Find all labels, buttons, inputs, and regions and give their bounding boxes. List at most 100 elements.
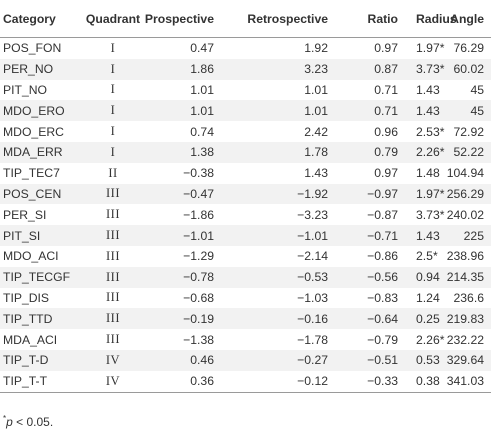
cell-radius: 2.26* — [416, 332, 445, 347]
cell-retrospective: −1.01 — [238, 225, 354, 246]
cell-ratio: 0.71 — [354, 100, 406, 122]
table-row: TIP_T-D IV 0.46 −0.27 −0.51 0.53 329.64 — [0, 349, 491, 371]
cell-prospective: 0.36 — [144, 370, 238, 393]
cell-prospective: 0.74 — [190, 124, 214, 139]
cell-category: PER_SI — [3, 207, 47, 222]
header-prospective: Prospective — [144, 5, 238, 38]
cell-retrospective: −1.78 — [297, 332, 328, 347]
cell-angle: 232.22 — [446, 332, 484, 347]
table-row: TIP_DIS III −0.68 −1.03 −0.83 1.24 236.6 — [0, 288, 491, 309]
header-category: Category — [0, 5, 82, 38]
cell-radius: 1.97* — [416, 41, 445, 56]
header-ratio: Ratio — [354, 5, 406, 38]
cell-retrospective: −1.03 — [297, 290, 328, 305]
cell-ratio: 0.79 — [354, 141, 406, 163]
cell-category: TIP_T-D — [0, 349, 82, 371]
cell-ratio: −0.86 — [367, 249, 398, 264]
cell-angle: 72.92 — [453, 124, 485, 139]
header-angle: Angle — [446, 5, 491, 38]
cell-angle: 329.64 — [446, 349, 491, 371]
cell-angle: 219.83 — [446, 308, 491, 330]
cell-prospective: −0.78 — [144, 266, 238, 288]
cell-quadrant: III — [82, 308, 144, 330]
footnote-variable: p — [6, 415, 13, 429]
cell-retrospective: 3.23 — [238, 58, 354, 80]
cell-quadrant: I — [82, 141, 144, 163]
cell-prospective: −0.47 — [144, 183, 238, 205]
cell-prospective: −1.86 — [183, 207, 214, 222]
cell-ratio: −0.51 — [354, 349, 406, 371]
cell-category: MDA_ERR — [0, 141, 82, 163]
table-row: TIP_TEC7 II −0.38 1.43 0.97 1.48 104.94 — [0, 163, 491, 184]
cell-prospective: −1.29 — [183, 249, 214, 264]
cell-retrospective: −3.23 — [297, 207, 328, 222]
cell-angle: 45 — [446, 100, 491, 122]
cell-prospective: −1.01 — [144, 225, 238, 246]
cell-angle: 104.94 — [446, 166, 484, 181]
cell-prospective: 0.46 — [144, 349, 238, 371]
cell-ratio: −0.33 — [354, 370, 406, 393]
table-row: TIP_TECGF III −0.78 −0.53 −0.56 0.94 214.35 — [0, 266, 491, 288]
cell-radius: 1.24 — [416, 290, 440, 305]
cell-ratio: −0.64 — [354, 308, 406, 330]
cell-quadrant: III — [82, 183, 144, 205]
table-row: PIT_NO I 1.01 1.01 0.71 1.43 45 — [0, 80, 491, 101]
cell-retrospective: −0.53 — [238, 266, 354, 288]
cell-radius: 1.48 — [416, 166, 440, 181]
cell-angle: 45 — [470, 82, 484, 97]
cell-quadrant: III — [106, 207, 120, 222]
cell-angle: 236.6 — [453, 290, 485, 305]
cell-ratio: −0.71 — [354, 225, 406, 246]
footnote: *p < 0.05. — [3, 414, 53, 429]
table-body: POS_FON I 0.47 1.92 0.97 1.97* 76.29 PER_NO I 1.8… — [0, 38, 491, 393]
cell-radius: 3.73* — [416, 207, 445, 222]
cell-ratio: −0.56 — [354, 266, 406, 288]
cell-category: TIP_DIS — [3, 290, 50, 305]
footnote-condition: < 0.05. — [12, 415, 54, 429]
cell-radius: 2.5* — [416, 249, 438, 264]
cell-prospective: −0.19 — [144, 308, 238, 330]
cell-radius: 3.73* — [406, 58, 446, 80]
cell-quadrant: IV — [82, 370, 144, 393]
cell-quadrant: III — [82, 266, 144, 288]
header-radius: Radius — [406, 5, 457, 38]
cell-retrospective: −0.12 — [238, 370, 354, 393]
cell-angle: 225 — [446, 225, 491, 246]
cell-ratio: 0.96 — [374, 124, 398, 139]
cell-prospective: −0.68 — [183, 290, 214, 305]
cell-retrospective: 1.01 — [238, 100, 354, 122]
cell-radius: 1.43 — [416, 82, 440, 97]
cell-radius: 0.38 — [406, 370, 446, 393]
table-row: PER_SI III −1.86 −3.23 −0.87 3.73* 240.02 — [0, 204, 491, 225]
cell-quadrant: I — [110, 82, 116, 97]
cell-ratio: 0.71 — [374, 82, 398, 97]
cell-ratio: −0.87 — [367, 207, 398, 222]
table-row: MDO_ERO I 1.01 1.01 0.71 1.43 45 — [0, 100, 491, 122]
cell-category: PER_NO — [0, 58, 82, 80]
table-row: MDA_ACI III −1.38 −1.78 −0.79 2.26* 232.22 — [0, 329, 491, 350]
cell-ratio: −0.97 — [354, 183, 406, 205]
cell-quadrant: I — [110, 40, 116, 55]
results-table: Category Quadrant Prospective Retrospect… — [0, 5, 491, 393]
cell-category: TIP_T-T — [0, 370, 82, 393]
table-row: TIP_T-T IV 0.36 −0.12 −0.33 0.38 341.03 — [0, 370, 491, 393]
cell-radius: 1.97* — [406, 183, 446, 205]
table-header: Category Quadrant Prospective Retrospect… — [0, 5, 491, 38]
header-retrospective: Retrospective — [238, 5, 354, 38]
cell-radius: 0.53 — [406, 349, 446, 371]
cell-retrospective: 2.42 — [304, 124, 328, 139]
table-row: MDA_ERR I 1.38 1.78 0.79 2.26* 52.22 — [0, 141, 491, 163]
cell-prospective: 1.86 — [144, 58, 238, 80]
cell-quadrant: III — [82, 225, 144, 246]
cell-ratio: 0.97 — [374, 166, 398, 181]
cell-retrospective: −0.16 — [238, 308, 354, 330]
cell-angle: 76.29 — [453, 41, 485, 56]
cell-retrospective: 1.92 — [304, 41, 328, 56]
cell-quadrant: III — [106, 332, 120, 347]
table-row: POS_CEN III −0.47 −1.92 −0.97 1.97* 256.29 — [0, 183, 491, 205]
cell-category: TIP_TEC7 — [3, 166, 60, 181]
cell-quadrant: I — [82, 100, 144, 122]
cell-prospective: 1.01 — [144, 100, 238, 122]
cell-ratio: 0.97 — [374, 41, 398, 56]
cell-retrospective: 1.78 — [238, 141, 354, 163]
